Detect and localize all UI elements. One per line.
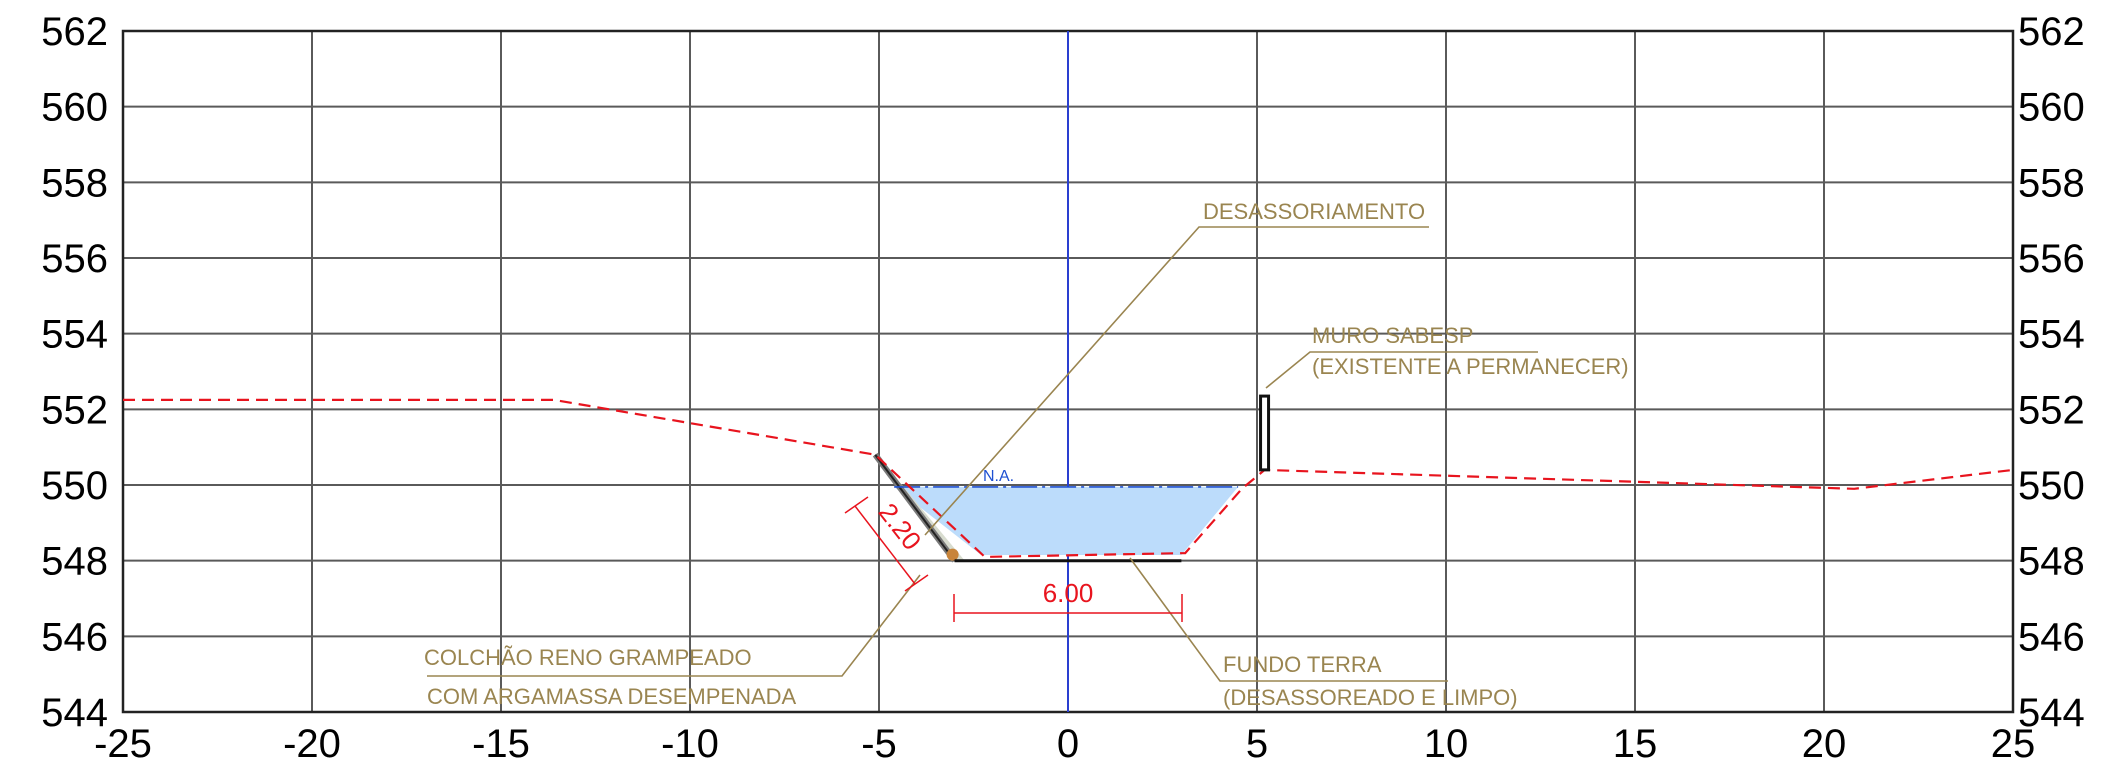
y-tick-label-left: 554 [41, 313, 108, 357]
dimension-width: 6.00 [953, 578, 1183, 622]
note-colchao-reno: COLCHÃO RENO GRAMPEADO COM ARGAMASSA DES… [424, 574, 921, 709]
note-fundo-terra: FUNDO TERRA (DESASSOREADO E LIMPO) [1129, 557, 1518, 710]
y-tick-label-left: 546 [41, 615, 108, 659]
x-tick-label: -25 [94, 722, 152, 766]
x-tick-label: 0 [1057, 722, 1079, 766]
y-tick-label-right: 552 [2018, 388, 2085, 432]
x-tick-label: -5 [861, 722, 897, 766]
y-tick-label-right: 546 [2018, 615, 2085, 659]
x-tick-label: 20 [1802, 722, 1847, 766]
section-geometry [123, 394, 2014, 563]
note-muro-label-2: (EXISTENTE A PERMANECER) [1312, 354, 1629, 379]
y-tick-label-left: 560 [41, 86, 108, 130]
leader-line [924, 226, 1429, 536]
y-tick-label-left: 562 [41, 10, 108, 54]
water-level-label: N.A. [983, 468, 1014, 485]
y-tick-label-right: 550 [2018, 464, 2085, 508]
note-colchao-label-1: COLCHÃO RENO GRAMPEADO [424, 645, 752, 670]
anchor-pin [946, 548, 959, 561]
leader-line [1265, 351, 1538, 389]
muro-sabesp-wall [1259, 394, 1271, 472]
y-tick-label-right: 544 [2018, 691, 2085, 735]
dimension-width-value: 6.00 [1043, 578, 1094, 608]
y-tick-label-right: 556 [2018, 237, 2085, 281]
y-tick-label-left: 556 [41, 237, 108, 281]
dimension-line [854, 505, 916, 585]
note-fundo-label-1: FUNDO TERRA [1223, 652, 1382, 677]
x-tick-label: 25 [1991, 722, 2036, 766]
y-tick-label-right: 558 [2018, 161, 2085, 205]
water-area [894, 486, 1239, 555]
note-fundo-label-2: (DESASSOREADO E LIMPO) [1223, 685, 1518, 710]
note-muro-sabesp: MURO SABESP (EXISTENTE A PERMANECER) [1265, 323, 1629, 389]
dimension-tick-bottom [904, 574, 929, 592]
dimension-tick-top [844, 496, 869, 514]
grid [121, 29, 2015, 714]
x-tick-label: -20 [283, 722, 341, 766]
x-tick-label: 5 [1246, 722, 1268, 766]
note-colchao-label-2: COM ARGAMASSA DESEMPENADA [427, 684, 797, 709]
note-desassoriamento-label: DESASSORIAMENTO [1203, 199, 1425, 224]
y-tick-label-left: 552 [41, 388, 108, 432]
y-tick-label-right: 554 [2018, 313, 2085, 357]
note-muro-label-1: MURO SABESP [1312, 323, 1473, 348]
terrain-profile [123, 398, 2014, 559]
y-tick-label-right: 548 [2018, 540, 2085, 584]
leader-line [1129, 557, 1448, 682]
x-tick-label: 15 [1613, 722, 1658, 766]
y-tick-label-right: 562 [2018, 10, 2085, 54]
y-tick-label-left: 544 [41, 691, 108, 735]
note-desassoriamento: DESASSORIAMENTO [924, 199, 1429, 536]
y-tick-label-right: 560 [2018, 86, 2085, 130]
leader-line [427, 574, 921, 677]
x-tick-label: 10 [1424, 722, 1469, 766]
y-tick-label-left: 558 [41, 161, 108, 205]
y-tick-label-left: 548 [41, 540, 108, 584]
y-tick-label-left: 550 [41, 464, 108, 508]
slope-lining-edge [874, 454, 956, 562]
x-tick-label: -10 [661, 722, 719, 766]
x-tick-label: -15 [472, 722, 530, 766]
